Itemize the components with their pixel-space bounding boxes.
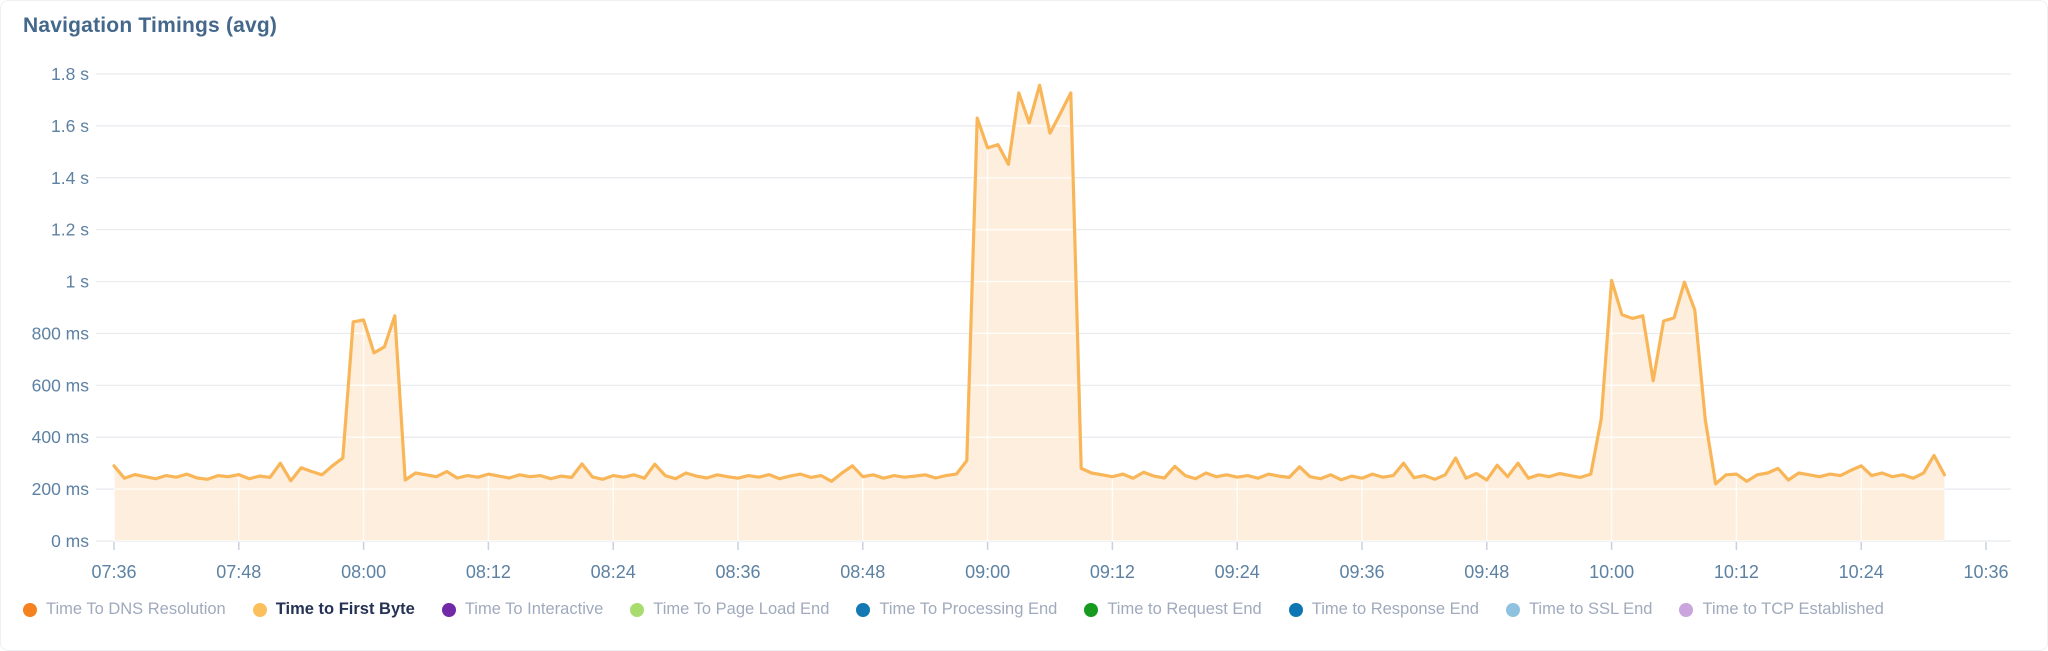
x-axis-labels: 07:36 07:48 08:00 08:12 08:24 08:36 08:48 09:00… <box>91 562 2008 582</box>
legend-item-time-to-response-end[interactable]: Time to Response End <box>1288 600 1479 619</box>
timeseries-plot[interactable]: 0 ms 200 ms 400 ms 600 ms 800 ms 1 s 1.2 s 1.4 … <box>1 1 2048 593</box>
series-color-dot-icon <box>630 602 645 617</box>
y-axis-label: 0 ms <box>51 531 89 551</box>
x-axis-label: 09:12 <box>1090 562 1135 582</box>
x-axis-label: 09:36 <box>1339 562 1384 582</box>
legend-label: Time to SSL End <box>1528 600 1653 618</box>
series-color-dot-icon <box>1505 602 1520 617</box>
y-axis-label: 1.4 s <box>51 168 89 188</box>
x-axis-ticks <box>113 542 1987 550</box>
x-axis-label: 07:48 <box>216 562 261 582</box>
legend-item-time-to-page-load-end[interactable]: Time To Page Load End <box>630 600 829 619</box>
legend-item-time-to-interactive[interactable]: Time To Interactive <box>441 600 604 619</box>
series-color-dot-icon <box>252 602 267 617</box>
legend-item-time-to-processing-end[interactable]: Time To Processing End <box>856 600 1057 619</box>
series-color-dot-icon <box>1679 602 1694 617</box>
x-axis-label: 08:00 <box>341 562 386 582</box>
series-line <box>112 83 1946 486</box>
x-axis-label: 08:24 <box>591 562 636 582</box>
x-axis-label: 07:36 <box>91 562 136 582</box>
y-axis-label: 600 ms <box>32 375 90 395</box>
chart-title: Navigation Timings (avg) <box>23 14 278 37</box>
legend-item-time-to-tcp-established[interactable]: Time to TCP Established <box>1679 600 1884 619</box>
series-color-dot-icon <box>441 602 456 617</box>
x-axis-label: 10:00 <box>1589 562 1634 582</box>
y-axis-label: 800 ms <box>32 323 90 343</box>
legend-label: Time To Page Load End <box>653 600 830 618</box>
x-axis-label: 09:00 <box>965 562 1010 582</box>
legend-label: Time To Processing End <box>879 600 1058 618</box>
y-axis-label: 1 s <box>66 272 90 292</box>
x-axis-label: 10:12 <box>1714 562 1759 582</box>
y-axis-label: 1.6 s <box>51 116 89 136</box>
x-axis-label: 09:48 <box>1464 562 1509 582</box>
x-axis-label: 09:24 <box>1215 562 1260 582</box>
series-color-dot-icon <box>856 602 871 617</box>
legend-label: Time to Response End <box>1311 600 1479 618</box>
x-axis-label: 10:24 <box>1839 562 1884 582</box>
series-color-dot-icon <box>1288 602 1303 617</box>
legend-item-time-to-dns-resolution[interactable]: Time To DNS Resolution <box>23 600 226 619</box>
legend-item-time-to-ssl-end[interactable]: Time to SSL End <box>1505 600 1653 619</box>
legend-label: Time To DNS Resolution <box>46 600 226 618</box>
series-color-dot-icon <box>1084 602 1099 617</box>
legend-label: Time to First Byte <box>275 600 415 618</box>
x-axis-label: 08:36 <box>715 562 760 582</box>
y-axis-labels: 0 ms 200 ms 400 ms 600 ms 800 ms 1 s 1.2 s 1.4 … <box>32 64 90 551</box>
series-area <box>114 85 1945 541</box>
legend-label: Time To Interactive <box>464 600 604 618</box>
x-axis-label: 08:48 <box>840 562 885 582</box>
legend-item-time-to-first-byte[interactable]: Time to First Byte <box>252 600 415 619</box>
x-axis-label: 10:36 <box>1963 562 2008 582</box>
series-color-dot-icon <box>23 602 37 617</box>
y-axis-label: 1.2 s <box>51 220 89 240</box>
y-axis-label: 1.8 s <box>51 64 89 84</box>
y-axis-label: 400 ms <box>32 427 90 447</box>
legend-label: Time to Request End <box>1107 600 1262 618</box>
y-axis-label: 200 ms <box>32 479 90 499</box>
legend-label: Time to TCP Established <box>1702 600 1884 618</box>
chart-legend: Time To DNS Resolution Time to First Byte… <box>23 600 1884 619</box>
x-axis-label: 08:12 <box>466 562 511 582</box>
legend-item-time-to-request-end[interactable]: Time to Request End <box>1084 600 1262 619</box>
